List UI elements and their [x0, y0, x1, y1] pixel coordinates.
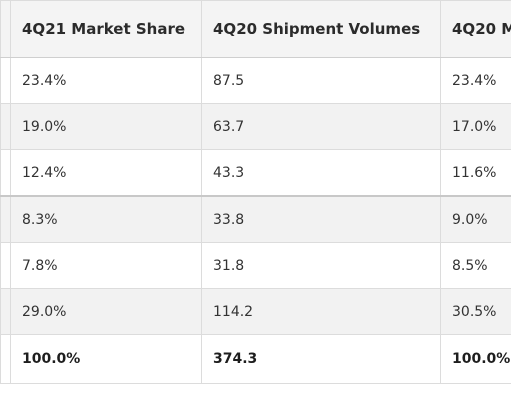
cell-4q20-share: 23.4% — [440, 57, 511, 104]
cell-4q21-share: 8.3% — [10, 195, 202, 243]
cell-4q20-volume-total: 374.3 — [201, 334, 441, 384]
table-header-row: 4Q21 Market Share 4Q20 Shipment Volumes … — [0, 0, 511, 58]
cell-4q20-volume: 63.7 — [201, 103, 441, 150]
row-edge-cell — [0, 195, 11, 243]
cell-4q21-share: 12.4% — [10, 149, 202, 197]
table-row: 12.4% 43.3 11.6% — [0, 149, 511, 197]
cell-4q20-share: 9.0% — [440, 195, 511, 243]
cell-4q21-share: 19.0% — [10, 103, 202, 150]
table-row: 19.0% 63.7 17.0% — [0, 103, 511, 150]
cell-4q20-volume: 114.2 — [201, 288, 441, 335]
cell-4q21-share: 29.0% — [10, 288, 202, 335]
cell-4q20-volume: 33.8 — [201, 195, 441, 243]
cell-4q20-volume: 43.3 — [201, 149, 441, 197]
cell-4q21-share-total: 100.0% — [10, 334, 202, 384]
table-total-row: 100.0% 374.3 100.0% — [0, 334, 511, 384]
row-edge-cell — [0, 149, 11, 197]
table-row: 29.0% 114.2 30.5% — [0, 288, 511, 335]
row-edge-cell — [0, 288, 11, 335]
cell-4q20-volume: 31.8 — [201, 242, 441, 289]
row-edge-cell — [0, 57, 11, 104]
cell-4q20-share: 30.5% — [440, 288, 511, 335]
cell-4q20-volume: 87.5 — [201, 57, 441, 104]
table-row: 8.3% 33.8 9.0% — [0, 195, 511, 243]
cell-4q20-share: 17.0% — [440, 103, 511, 150]
cell-4q21-share: 23.4% — [10, 57, 202, 104]
cell-4q21-share: 7.8% — [10, 242, 202, 289]
header-4q21-market-share: 4Q21 Market Share — [10, 0, 202, 58]
row-edge-cell — [0, 103, 11, 150]
cell-4q20-share: 11.6% — [440, 149, 511, 197]
market-share-table: 4Q21 Market Share 4Q20 Shipment Volumes … — [0, 0, 511, 384]
table-row: 7.8% 31.8 8.5% — [0, 242, 511, 289]
table-row: 23.4% 87.5 23.4% — [0, 57, 511, 104]
cell-4q20-share: 8.5% — [440, 242, 511, 289]
cell-4q20-share-total: 100.0% — [440, 334, 511, 384]
row-edge-cell — [0, 242, 11, 289]
header-4q20-shipment-volumes: 4Q20 Shipment Volumes — [201, 0, 441, 58]
header-4q20-market-share: 4Q20 M — [440, 0, 511, 58]
row-edge-cell — [0, 334, 11, 384]
header-edge-cell — [0, 0, 11, 58]
